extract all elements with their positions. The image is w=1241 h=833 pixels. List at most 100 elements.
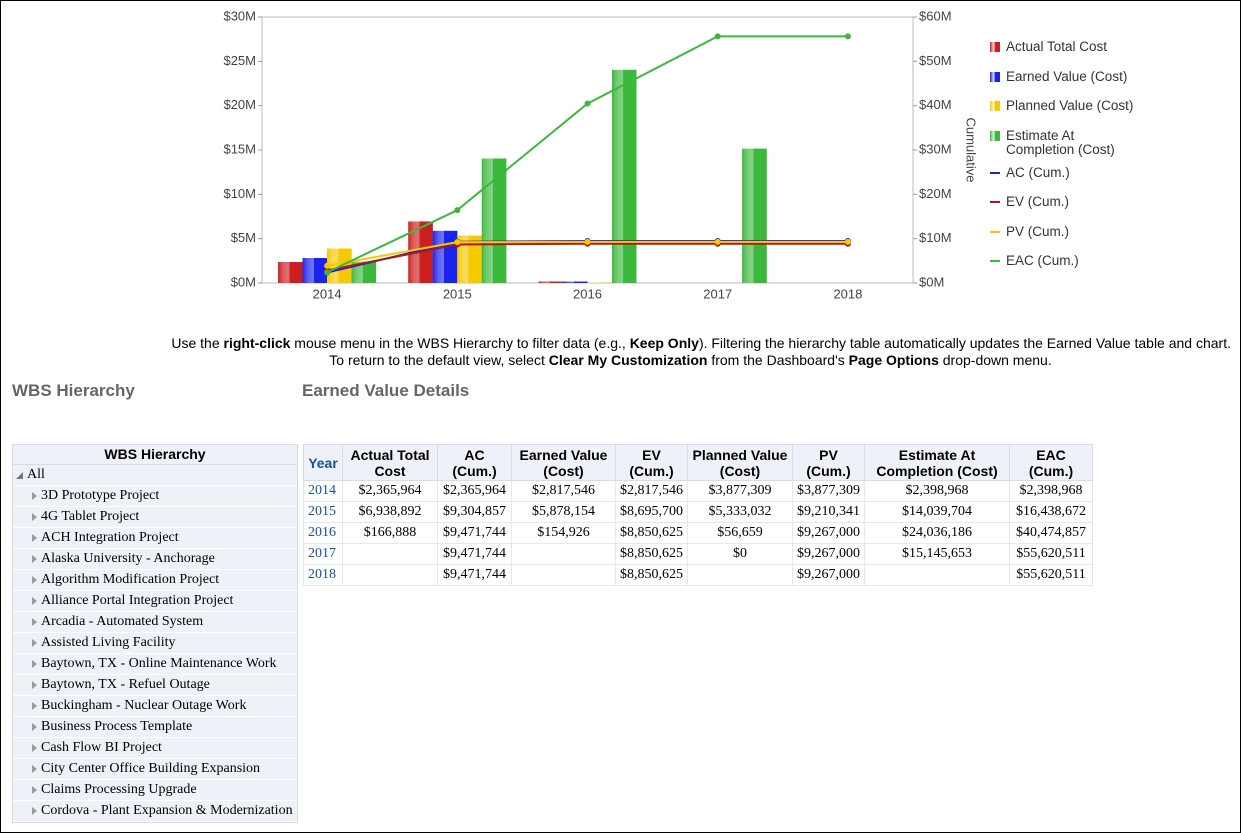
x-tick-label: 2016	[573, 286, 602, 301]
table-cell: 2016	[303, 522, 343, 544]
tree-item[interactable]: Buckingham - Nuclear Outage Work	[13, 696, 297, 717]
y-tick-label: $30M	[223, 8, 256, 23]
legend-label: Earned Value (Cost)	[1006, 68, 1128, 84]
y-tick-label: $25M	[223, 53, 256, 68]
table-cell: $5,333,032	[687, 501, 793, 523]
legend-item: PV (Cum.)	[990, 224, 1140, 239]
table-cell: $15,145,653	[864, 543, 1010, 565]
instruction-text: Clear My Customization	[548, 352, 708, 368]
column-header: EAC (Cum.)	[1009, 444, 1093, 481]
tree-item[interactable]: Business Process Template	[13, 717, 297, 738]
tree-item[interactable]: Claims Processing Upgrade	[13, 780, 297, 801]
legend-label: Planned Value (Cost)	[1006, 98, 1134, 113]
legend-swatch	[990, 171, 1000, 174]
table-cell: $9,471,744	[437, 564, 512, 586]
tree-item[interactable]: 3D Prototype Project	[13, 486, 297, 507]
table-cell: $24,036,186	[864, 522, 1010, 544]
legend-swatch	[990, 101, 1000, 111]
table-cell: $2,365,964	[342, 480, 438, 502]
instruction-line: To return to the default view, select Cl…	[0, 352, 1231, 369]
y2-tick-label: $40M	[919, 97, 952, 112]
line	[326, 242, 848, 272]
table-cell: $9,304,857	[437, 501, 512, 523]
chart: $0M $5M $10M $15M $20M $25M $30M $0M $10M $20M $30…	[223, 8, 978, 301]
legend-item: EV (Cum.)	[990, 195, 1140, 209]
x-tick-label: 2018	[833, 286, 862, 301]
table-cell	[342, 543, 438, 565]
table-cell: $8,850,625	[615, 522, 688, 544]
table-cell: $8,850,625	[615, 543, 688, 565]
tree-item[interactable]: Baytown, TX - Refuel Outage	[13, 675, 297, 696]
tree-item[interactable]: Alaska University - Anchorage	[13, 549, 297, 570]
y2-tick-label: $10M	[919, 230, 952, 245]
table-cell	[864, 564, 1010, 586]
table-cell: $55,620,511	[1009, 564, 1093, 586]
line	[326, 35, 848, 274]
tree-item[interactable]: Arcadia - Automated System	[13, 612, 297, 633]
bar-shine	[742, 148, 767, 283]
table-cell: 2018	[303, 564, 343, 586]
table-cell: $55,620,511	[1009, 543, 1093, 565]
tree-item[interactable]: Assisted Living Facility	[13, 633, 297, 654]
y2-tick-label: $60M	[919, 8, 952, 23]
table-cell: $2,398,968	[864, 480, 1010, 502]
tree-header: WBS Hierarchy	[13, 445, 297, 465]
y-tick-label: $5M	[231, 230, 256, 245]
x-tick-label: 2015	[443, 286, 472, 301]
line-marker	[584, 238, 591, 245]
y2-tick-label: $20M	[919, 186, 952, 201]
x-tick-label: 2014	[313, 286, 342, 301]
tree-item[interactable]: City Center Office Building Expansion	[13, 759, 297, 780]
table-cell: $9,267,000	[792, 543, 865, 565]
table-cell: $3,877,309	[687, 480, 793, 502]
legend-label: Actual Total Cost	[1006, 39, 1108, 54]
legend-item: Actual Total Cost	[990, 40, 1140, 54]
tree-root[interactable]: All	[13, 465, 297, 486]
details-heading: Earned Value Details	[302, 381, 470, 400]
bar-shine	[538, 281, 563, 283]
column-header: Planned Value (Cost)	[687, 444, 793, 481]
legend-item: AC (Cum.)	[990, 165, 1140, 180]
table-row: 2018 $9,471,744 $8,850,625 $9,267,000 $55,62…	[303, 564, 1093, 586]
wbs-heading: WBS Hierarchy	[12, 381, 135, 400]
y2-tick-label: $0M	[919, 274, 944, 289]
bar-shine	[278, 262, 303, 283]
bar-shine	[612, 69, 637, 283]
tree-item[interactable]: 4G Tablet Project	[13, 507, 297, 528]
instruction-text: ). Filtering the hierarchy table automat…	[698, 335, 1231, 351]
table-cell: $9,267,000	[792, 522, 865, 544]
table-cell: 2014	[303, 480, 343, 502]
y-tick-label: $0M	[231, 274, 256, 289]
y2-tick-label: $30M	[919, 141, 952, 156]
column-header: Year	[303, 444, 343, 481]
legend-swatch	[990, 260, 1000, 262]
legend-label: EAC (Cum.)	[1006, 253, 1079, 268]
legend-swatch	[990, 130, 1000, 141]
tree-item[interactable]: Alliance Portal Integration Project	[13, 591, 297, 612]
bar-shine	[563, 281, 588, 283]
table-row: 2016 $166,888 $9,471,744 $154,926 $8,850,625…	[303, 522, 1093, 544]
line-marker	[324, 262, 331, 269]
tree-item[interactable]: Algorithm Modification Project	[13, 570, 297, 591]
table-cell: 2017	[303, 543, 343, 565]
tree-item[interactable]: Cordova - Plant Expansion & Modernizatio…	[13, 801, 297, 822]
y-tick-label: $10M	[223, 186, 256, 201]
legend-swatch	[990, 201, 1000, 203]
table-cell: $3,877,309	[792, 480, 865, 502]
table-cell	[511, 564, 616, 586]
table-cell: $166,888	[342, 522, 438, 544]
table-cell: $0	[687, 543, 793, 565]
tree-item[interactable]: Baytown, TX - Online Maintenance Work	[13, 654, 297, 675]
table-cell: $5,878,154	[511, 501, 616, 523]
y-tick-label: $20M	[223, 97, 256, 112]
column-header: Estimate At Completion (Cost)	[864, 444, 1010, 481]
column-header: PV (Cum.)	[792, 444, 865, 481]
tree-item[interactable]: ACH Integration Project	[13, 528, 297, 549]
line-marker	[584, 100, 591, 107]
instruction-text: To return to the default view, select	[329, 352, 549, 368]
table-cell: $16,438,672	[1009, 501, 1093, 523]
line-marker	[454, 239, 461, 246]
y-tick-label: $15M	[223, 141, 256, 156]
tree-item[interactable]: Cash Flow BI Project	[13, 738, 297, 759]
